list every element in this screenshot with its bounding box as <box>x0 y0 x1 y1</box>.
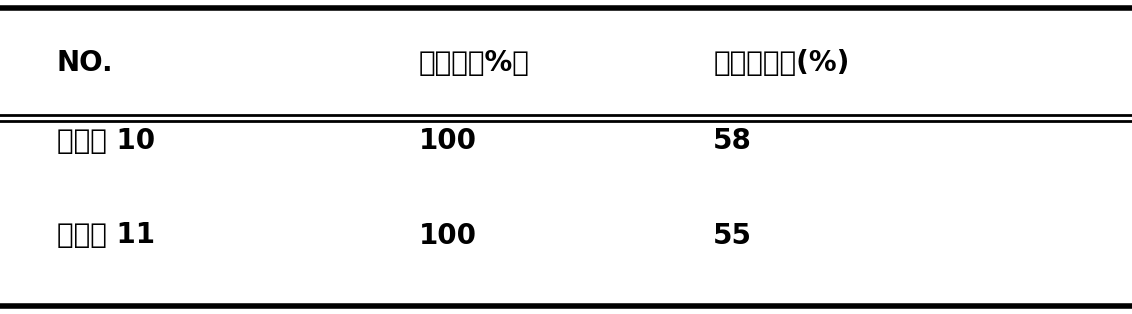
Text: 实施例 10: 实施例 10 <box>57 127 155 155</box>
Text: 转化率（%）: 转化率（%） <box>419 49 530 77</box>
Text: 100: 100 <box>419 127 477 155</box>
Text: 实施例 11: 实施例 11 <box>57 221 155 250</box>
Text: 乳酸选择性(%): 乳酸选择性(%) <box>713 49 849 77</box>
Text: NO.: NO. <box>57 49 113 77</box>
Text: 55: 55 <box>713 221 752 250</box>
Text: 100: 100 <box>419 221 477 250</box>
Text: 58: 58 <box>713 127 752 155</box>
